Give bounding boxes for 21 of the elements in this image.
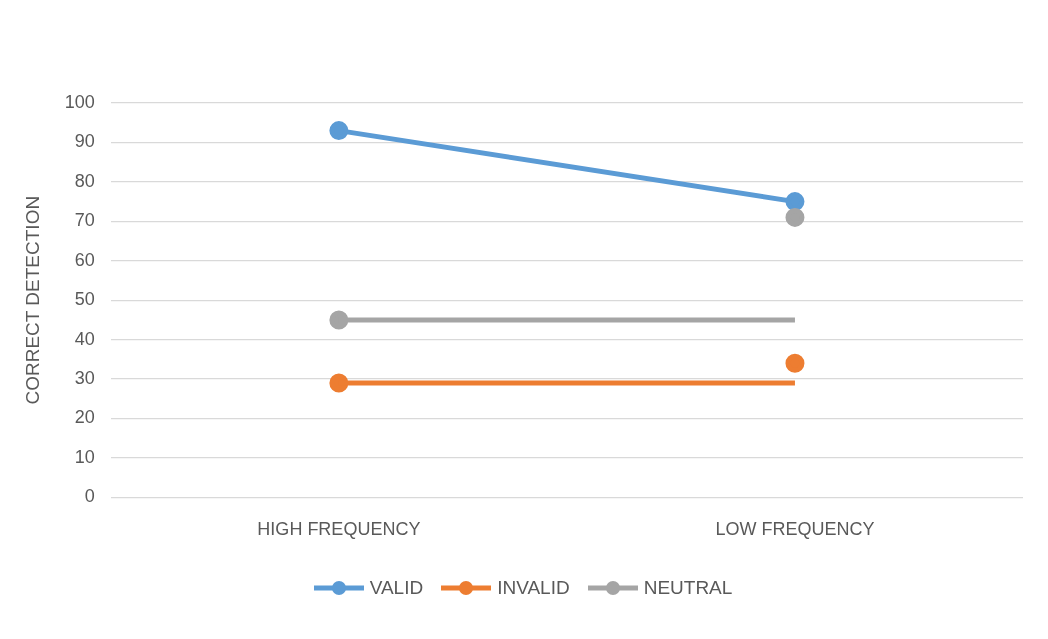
y-tick-label: 40: [74, 328, 95, 349]
legend-label: INVALID: [497, 577, 570, 599]
point: [329, 121, 349, 141]
point: [785, 207, 805, 227]
y-axis-title: CORRECT DETECTION: [21, 195, 43, 405]
x-tick-label: LOW FREQUENCY: [715, 519, 875, 540]
point: [785, 353, 805, 373]
y-tick-label: 20: [74, 407, 95, 428]
y-tick-label: 0: [84, 486, 95, 507]
point: [785, 192, 805, 212]
y-tick-label: 30: [74, 368, 95, 389]
legend-label: VALID: [369, 577, 424, 599]
y-tick-label: 50: [74, 289, 95, 310]
x-tick-label: HIGH FREQUENCY: [257, 519, 421, 540]
y-tick-label: 60: [74, 249, 95, 270]
legend-label: NEUTRAL: [643, 577, 733, 599]
y-tick-label: 70: [74, 210, 95, 231]
y-tick-label: 80: [74, 170, 95, 191]
y-tick-label: 100: [64, 91, 95, 112]
y-tick-label: 90: [74, 131, 95, 152]
y-tick-label: 10: [74, 446, 95, 467]
